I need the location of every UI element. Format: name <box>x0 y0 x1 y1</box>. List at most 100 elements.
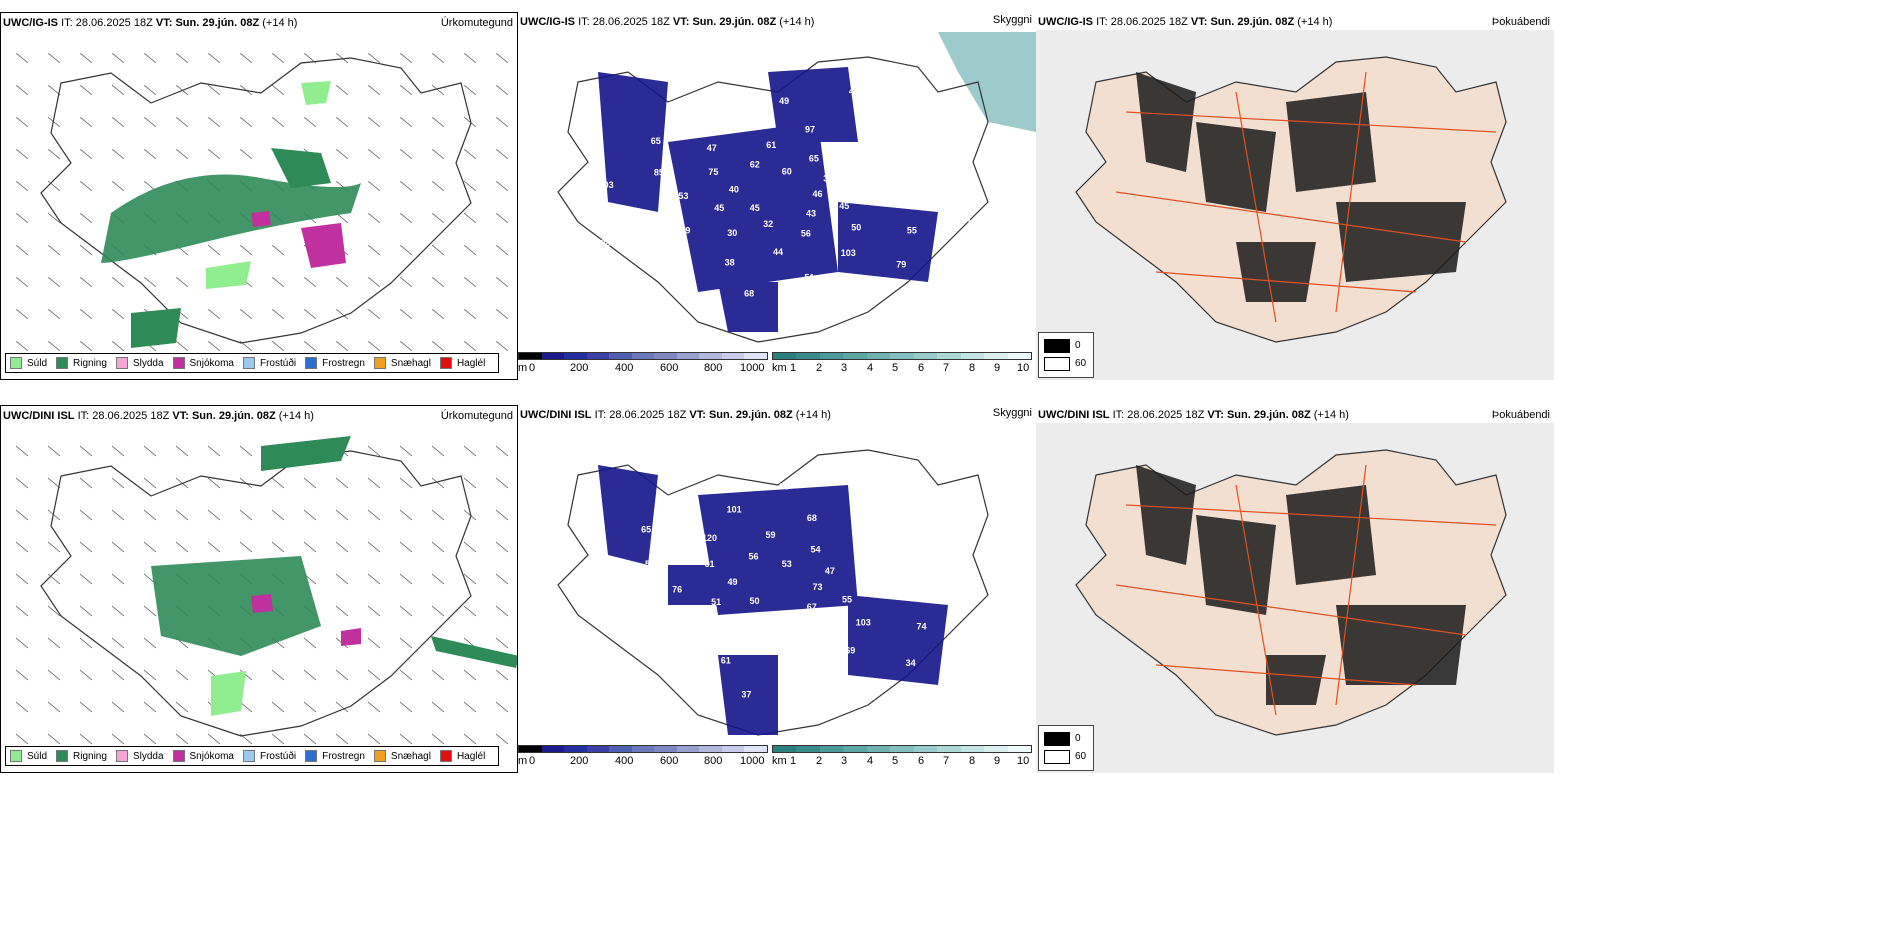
cloud-base-label: 75 <box>892 197 902 207</box>
cloud-base-label: 47 <box>707 143 717 153</box>
cloud-base-label: 75 <box>708 167 718 177</box>
legend-item: Súld <box>10 750 47 762</box>
cloud-base-label: 99 <box>680 226 690 236</box>
cloud-base-label: 51 <box>804 273 814 283</box>
cloud-base-label: 33 <box>823 174 833 184</box>
cloud-base-label: 68 <box>807 513 817 523</box>
cloud-base-label: 87 <box>925 129 935 139</box>
cloud-base-label: 49 <box>779 96 789 106</box>
cloud-base-label: 49 <box>728 577 738 587</box>
cloud-base-label: 43 <box>867 507 877 517</box>
cloud-base-label: 36 <box>663 256 673 266</box>
cloud-base-label: 08 <box>601 238 611 248</box>
cloud-base-label: 76 <box>672 584 682 594</box>
cloud-base-label: 210 <box>955 574 970 584</box>
legend-swatch <box>305 750 318 762</box>
cloud-base-label: 16 <box>967 217 977 227</box>
panel-header: UWC/IG-IS IT: 28.06.2025 18Z VT: Sun. 29… <box>520 16 815 28</box>
cloud-base-label: 40 <box>860 179 870 189</box>
cloud-base-label: 68 <box>744 289 754 299</box>
cloud-base-label: 53 <box>861 120 871 130</box>
legend-item: Snæhagl <box>373 750 431 762</box>
base-colorbar-strip <box>518 352 768 360</box>
cloud-base-label: 55 <box>907 226 917 236</box>
fog-legend: 0 60 <box>1038 725 1094 771</box>
cloud-base-label: 45 <box>750 203 760 213</box>
visibility-colorbar: km 1 2 3 4 5 6 7 8 9 10 <box>772 350 1034 380</box>
cloud-base-label: 101 <box>727 505 742 515</box>
panel-title: Þokuábendi <box>1491 16 1550 28</box>
legend-swatch <box>373 357 386 369</box>
fog-legend-swatch-high <box>1044 357 1070 371</box>
fog-map <box>1036 423 1554 773</box>
cloud-base-label: 51 <box>900 159 910 169</box>
cloud-base-label: 103 <box>841 248 856 258</box>
panel-title: Skyggni <box>992 14 1032 26</box>
cloud-base-label: 50 <box>750 596 760 606</box>
fog-panel-row1: UWC/IG-IS IT: 28.06.2025 18Z VT: Sun. 29… <box>1036 12 1554 380</box>
cloud-base-label: 103 <box>633 210 648 220</box>
cloud-base-label: 65 <box>651 136 661 146</box>
fog-legend-swatch-high <box>1044 750 1070 764</box>
legend-swatch <box>373 750 386 762</box>
cloud-base-label: 59 <box>766 530 776 540</box>
cloud-base-label: 404 <box>849 86 864 96</box>
cloud-base-label: 62 <box>750 160 760 170</box>
panel-title: Skyggni <box>992 407 1032 419</box>
legend-item: Frostregn <box>305 357 365 369</box>
cloud-map: 46 45 60 43 40 33 32 62 45 45 65 56 75 40 30 61 50 53 49 44… <box>557 32 1036 343</box>
legend-item: Frostúði <box>242 357 296 369</box>
precip-legend: Súld Rigning Slydda Snjókoma Frostúði Fr… <box>5 746 500 766</box>
cloud-base-label: 42 <box>900 591 910 601</box>
fog-map <box>1036 30 1554 380</box>
cloud-base-label: 60 <box>782 166 792 176</box>
visibility-colorbar-strip <box>772 352 1032 360</box>
cloud-base-label: 97 <box>805 125 815 135</box>
base-colorbar: m 0 200 400 600 800 1000 <box>518 743 768 773</box>
legend-item: Snjókoma <box>172 750 234 762</box>
cloud-base-label: 50 <box>851 222 861 232</box>
cloud-base-label: 67 <box>807 602 817 612</box>
cloud-base-label: 66 <box>674 621 684 631</box>
cloud-base-label: 48 <box>730 117 740 127</box>
cloud-base-label: 40 <box>856 540 866 550</box>
cloud-base-label: 61 <box>909 550 919 560</box>
cloud-base-label: 75 <box>763 613 773 623</box>
cloud-base-label: 54 <box>811 545 821 555</box>
cloud-base-label: 61 <box>705 559 715 569</box>
cloud-base-label: 53 <box>807 672 817 682</box>
legend-item: Rigning <box>56 750 107 762</box>
cloud-base-label: 90 <box>779 482 789 492</box>
legend-item: Rigning <box>56 357 107 369</box>
cloud-base-label: 49 <box>936 517 946 527</box>
fog-legend: 0 60 <box>1038 332 1094 378</box>
cloud-base-label: 47 <box>825 566 835 576</box>
cloud-base-label: 85 <box>654 168 664 178</box>
legend-item: Haglél <box>439 357 485 369</box>
cloud-base-label: 74 <box>917 621 927 631</box>
visibility-colorbar-strip <box>772 745 1032 753</box>
cloud-base-label: 45 <box>839 201 849 211</box>
cloud-base-label: 38 <box>725 258 735 268</box>
precip-panel-row2: UWC/DINI ISL IT: 28.06.2025 18Z VT: Sun.… <box>0 405 518 773</box>
fog-legend-swatch-low <box>1044 732 1070 746</box>
precip-map <box>15 436 517 745</box>
legend-swatch <box>115 750 128 762</box>
legend-swatch <box>10 357 22 369</box>
legend-item: Súld <box>10 357 47 369</box>
cloud-base-label: 69 <box>865 572 875 582</box>
cloud-base-label: 69 <box>845 645 855 655</box>
legend-item: Slydda <box>115 357 164 369</box>
cloud-base-label: 34 <box>585 572 595 582</box>
cloud-base-label: 103 <box>856 617 871 627</box>
legend-swatch <box>305 357 318 369</box>
cloud-base-label: 49 <box>851 150 861 160</box>
cloud-base-label: 112 <box>654 654 669 664</box>
legend-swatch <box>115 357 128 369</box>
legend-swatch <box>56 750 69 762</box>
base-colorbar: m 0 200 400 600 800 1000 <box>518 350 768 380</box>
cloud-base-label: 37 <box>741 690 751 700</box>
legend-swatch <box>439 357 452 369</box>
panel-header: UWC/DINI ISL IT: 28.06.2025 18Z VT: Sun.… <box>3 410 314 422</box>
cloud-base-label: 45 <box>714 203 724 213</box>
